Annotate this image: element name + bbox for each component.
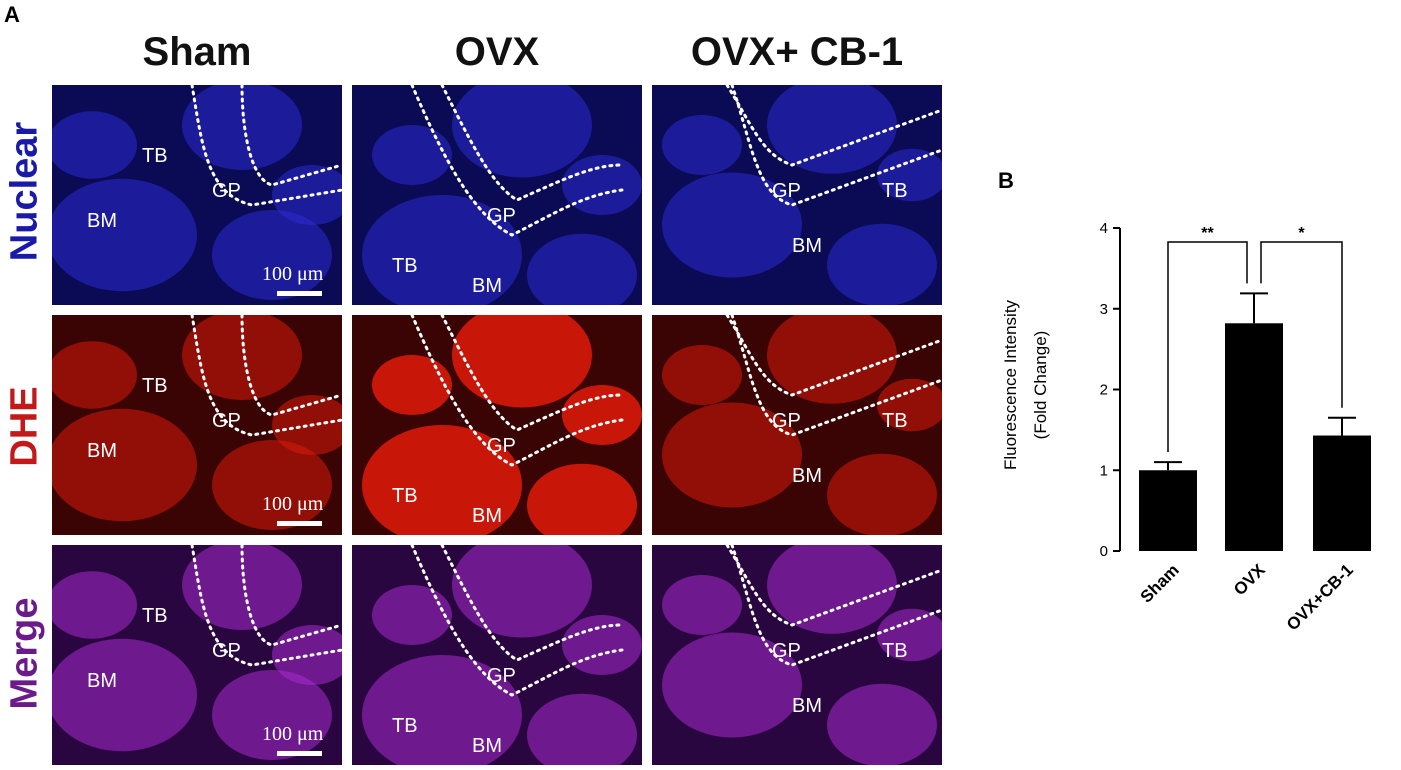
scale-bar-label: 100 μm	[262, 493, 324, 515]
bar-1	[1225, 323, 1283, 551]
growth-plate-boundary	[240, 545, 342, 647]
row-header-merge: Merge	[3, 597, 46, 710]
micrograph-merge-sham: TB GP BM 100 μm	[52, 545, 342, 765]
region-label-bm: BM	[87, 670, 117, 692]
bar-2	[1313, 435, 1371, 551]
x-tick-label: OVX	[1230, 560, 1269, 599]
micrograph-image	[52, 545, 342, 765]
growth-plate-boundary	[410, 85, 624, 237]
micrograph-image	[652, 545, 942, 765]
region-label-gp: GP	[772, 640, 801, 662]
growth-plate-boundary	[440, 85, 624, 202]
micrograph-dhe-ovx-cb1: TB GP BM	[652, 315, 942, 535]
growth-plate-boundary	[440, 315, 624, 432]
region-label-gp: GP	[487, 665, 516, 687]
micrograph-dhe-sham: TB GP BM 100 μm	[52, 315, 342, 535]
growth-plate-boundary	[190, 85, 342, 207]
micrograph-image	[352, 315, 642, 535]
significance-label: **	[1201, 225, 1214, 242]
growth-plate-boundary	[725, 545, 942, 627]
region-label-tb: TB	[882, 640, 908, 662]
region-label-bm: BM	[87, 210, 117, 232]
significance-label: *	[1298, 225, 1305, 242]
y-tick-label: 0	[1100, 543, 1108, 560]
region-label-bm: BM	[472, 735, 502, 757]
x-tick-label: OVX+CB-1	[1283, 560, 1357, 634]
micrograph-image	[352, 545, 642, 765]
region-label-bm: BM	[87, 440, 117, 462]
region-label-tb: TB	[392, 485, 418, 507]
micrograph-merge-ovx-cb1: TB GP BM	[652, 545, 942, 765]
column-header-sham: Sham	[142, 30, 252, 74]
micrograph-image	[652, 315, 942, 535]
y-tick-label: 4	[1100, 220, 1108, 237]
significance-bracket	[1167, 241, 1248, 453]
micrograph-image	[52, 315, 342, 535]
y-tick-label: 2	[1100, 382, 1108, 399]
region-label-gp: GP	[772, 180, 801, 202]
scale-bar	[277, 751, 322, 756]
growth-plate-boundary	[240, 85, 342, 187]
growth-plate-boundary	[730, 85, 942, 207]
micrograph-merge-ovx: TB GP BM	[352, 545, 642, 765]
region-label-tb: TB	[142, 145, 168, 167]
region-label-tb: TB	[142, 605, 168, 627]
micrograph-image	[52, 85, 342, 305]
growth-plate-boundary	[730, 315, 942, 437]
bar-0	[1139, 470, 1197, 551]
x-tick-label: Sham	[1137, 560, 1183, 606]
growth-plate-boundary	[725, 315, 942, 397]
region-label-gp: GP	[487, 435, 516, 457]
y-axis-label-line2: (Fold Change)	[1031, 331, 1050, 440]
growth-plate-boundary	[725, 85, 942, 167]
scale-bar	[277, 521, 322, 526]
region-label-tb: TB	[882, 180, 908, 202]
region-label-gp: GP	[487, 205, 516, 227]
growth-plate-boundary	[730, 545, 942, 667]
micrograph-image	[652, 85, 942, 305]
significance-bracket	[1260, 241, 1343, 408]
growth-plate-boundary	[190, 545, 342, 667]
growth-plate-boundary	[440, 545, 624, 662]
growth-plate-boundary	[410, 315, 624, 467]
region-label-tb: TB	[142, 375, 168, 397]
region-label-bm: BM	[472, 275, 502, 297]
scale-bar	[277, 291, 322, 296]
region-label-tb: TB	[392, 715, 418, 737]
micrograph-image	[352, 85, 642, 305]
micrograph-nuclear-ovx-cb1: TB GP BM	[652, 85, 942, 305]
micrograph-nuclear-ovx: TB GP BM	[352, 85, 642, 305]
region-label-bm: BM	[792, 465, 822, 487]
region-label-bm: BM	[472, 505, 502, 527]
region-label-gp: GP	[212, 180, 241, 202]
growth-plate-boundary	[410, 545, 624, 697]
micrograph-dhe-ovx: TB GP BM	[352, 315, 642, 535]
region-label-tb: TB	[392, 255, 418, 277]
growth-plate-boundary	[190, 315, 342, 437]
region-label-gp: GP	[212, 640, 241, 662]
row-header-nuclear: Nuclear	[3, 121, 46, 262]
row-header-dhe: DHE	[3, 386, 46, 467]
region-label-bm: BM	[792, 695, 822, 717]
region-label-bm: BM	[792, 235, 822, 257]
panel-b-letter: B	[998, 168, 1014, 193]
y-tick-label: 1	[1100, 462, 1108, 479]
panel-a-letter: A	[4, 2, 20, 27]
scale-bar-label: 100 μm	[262, 723, 324, 745]
region-label-gp: GP	[212, 410, 241, 432]
column-header-ovx-cb1: OVX+ CB-1	[690, 30, 904, 74]
region-label-tb: TB	[882, 410, 908, 432]
column-header-ovx: OVX	[454, 30, 540, 74]
scale-bar-label: 100 μm	[262, 263, 324, 285]
y-tick-label: 3	[1100, 301, 1108, 318]
growth-plate-boundary	[240, 315, 342, 417]
y-axis-label-line1: Fluorescence Intensity	[1001, 299, 1020, 470]
micrograph-nuclear-sham: TB GP BM 100 μm	[52, 85, 342, 305]
region-label-gp: GP	[772, 410, 801, 432]
bar-chart: Fluorescence Intensity (Fold Change) 0 1 2…	[1001, 220, 1371, 634]
